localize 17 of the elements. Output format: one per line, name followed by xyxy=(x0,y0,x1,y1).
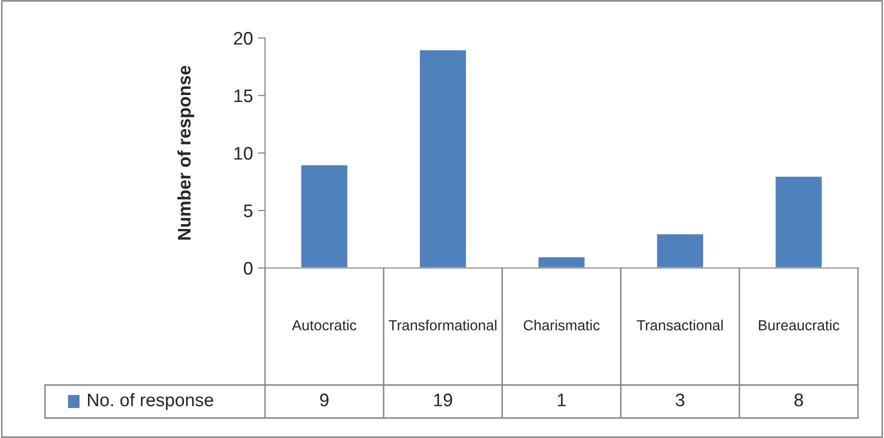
x-tick-label: Transactional xyxy=(636,320,723,330)
data-label: 9 xyxy=(320,394,328,406)
y-tick-label: 10 xyxy=(234,146,252,160)
x-tick-label: Charismatic xyxy=(524,320,600,330)
x-tick-label: Bureaucratic xyxy=(758,320,840,330)
y-tick-label: 15 xyxy=(234,90,252,102)
legend-label: No. of response xyxy=(88,393,214,410)
y-tick-label: 0 xyxy=(244,262,252,275)
data-label: 1 xyxy=(558,394,566,406)
y-tick-label: 20 xyxy=(234,32,252,45)
data-label: 19 xyxy=(434,394,452,406)
data-label: 8 xyxy=(794,394,803,406)
x-tick-label: Autocratic xyxy=(292,320,356,330)
x-tick-label: Transformational xyxy=(388,320,496,330)
y-axis-title: Number of response xyxy=(177,66,194,240)
y-tick-label: 5 xyxy=(244,204,252,218)
data-label: 3 xyxy=(676,394,684,406)
